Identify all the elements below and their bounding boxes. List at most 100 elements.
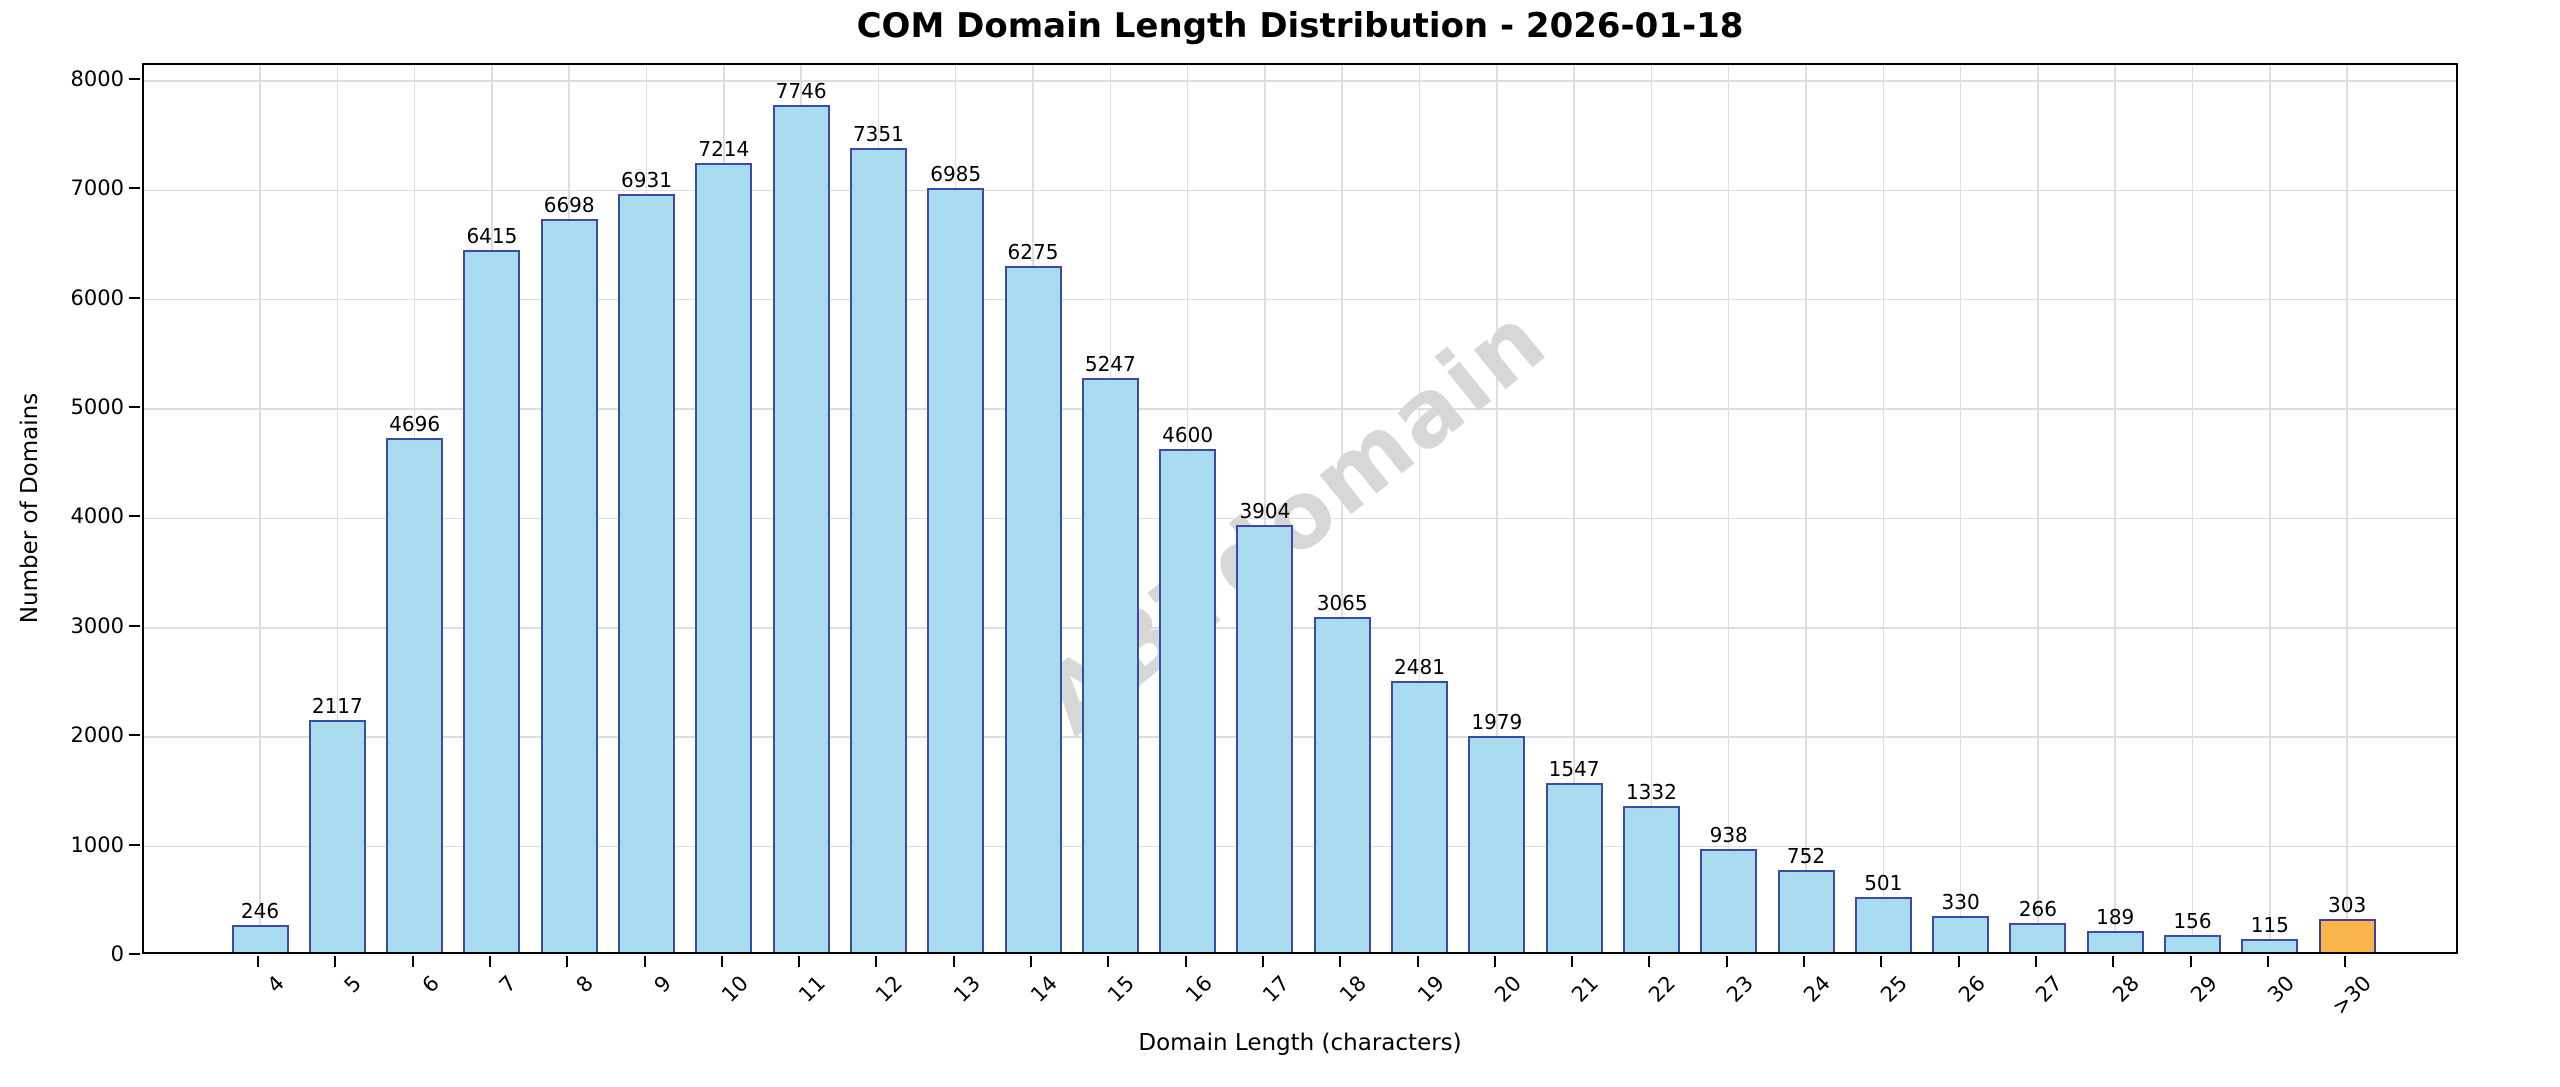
- v-gridline: [1650, 65, 1653, 952]
- bar-value-label: 4600: [1162, 422, 1214, 447]
- bar-value-label: 752: [1786, 843, 1826, 868]
- x-tick-mark: [1648, 956, 1651, 967]
- bar-value-label: 7746: [775, 78, 827, 103]
- x-tick-label-wrap: 23: [1722, 971, 1768, 1007]
- bar: [618, 193, 675, 952]
- bar-value-label: 6275: [1007, 239, 1059, 264]
- x-tick-mark: [720, 956, 723, 967]
- x-tick-label: 25: [1876, 971, 1913, 1007]
- bar: [1932, 915, 1990, 952]
- x-tick-mark: [411, 956, 414, 967]
- x-tick-label: 18: [1335, 971, 1372, 1007]
- x-tick-label-wrap: 24: [1799, 971, 1845, 1007]
- h-gridline: [144, 517, 2456, 520]
- bar-value-label: 7214: [698, 136, 750, 161]
- bar: [1313, 616, 1371, 952]
- v-gridline: [1573, 65, 1575, 952]
- x-tick-label: 27: [2030, 971, 2067, 1007]
- x-tick-mark: [643, 956, 646, 967]
- y-tick-label: 8000: [70, 66, 124, 91]
- bar-value-label: 3065: [1316, 590, 1368, 615]
- x-tick-label-wrap: 30: [2263, 971, 2309, 1007]
- bar-value-label: 6415: [466, 224, 518, 249]
- bar-value-label: 5247: [1084, 352, 1136, 377]
- bar: [1545, 782, 1603, 952]
- bar-value-label: 1332: [1625, 780, 1677, 805]
- bar: [1236, 525, 1294, 952]
- bar-value-label: 938: [1709, 823, 1748, 848]
- x-tick-label: >30: [2327, 971, 2377, 1020]
- bar: [1391, 680, 1448, 952]
- x-tick-mark: [1880, 956, 1883, 967]
- v-gridline: [1264, 65, 1266, 952]
- bar: [540, 219, 598, 952]
- x-tick-label-wrap: 13: [949, 971, 995, 1007]
- h-gridline: [144, 627, 2456, 629]
- y-tick-label: 5000: [70, 395, 124, 420]
- bar-value-label: 303: [2328, 892, 2367, 917]
- bar: [308, 720, 366, 952]
- x-tick-label: 24: [1799, 971, 1835, 1007]
- bar-value-label: 189: [2096, 905, 2135, 930]
- v-gridline: [1727, 65, 1730, 952]
- y-tick-label: 4000: [70, 504, 124, 529]
- x-tick-mark: [1957, 956, 1960, 967]
- x-tick-label: 16: [1180, 971, 1217, 1007]
- x-tick-mark: [2266, 956, 2269, 967]
- x-tick-mark: [334, 956, 337, 967]
- y-tick-mark: [129, 734, 140, 737]
- v-gridline: [1805, 65, 1807, 952]
- x-tick-mark: [1416, 956, 1419, 967]
- x-tick-label: 20: [1489, 971, 1526, 1007]
- bar: [695, 162, 753, 952]
- y-tick-mark: [129, 843, 140, 846]
- bar: [1854, 897, 1912, 952]
- x-tick-mark: [1261, 956, 1264, 967]
- bar-value-label: 6985: [930, 161, 982, 186]
- x-tick-mark: [2189, 956, 2192, 967]
- bar-value-label: 246: [240, 899, 280, 924]
- bar: [1004, 265, 1062, 952]
- bar-value-label: 156: [2173, 908, 2212, 933]
- bar: [1468, 735, 1526, 952]
- x-tick-label-wrap: 19: [1413, 971, 1459, 1007]
- bar: [2086, 931, 2144, 952]
- x-tick-label-wrap: 7: [494, 971, 520, 997]
- x-tick-label-wrap: 6: [417, 971, 443, 997]
- x-tick-label: 11: [794, 971, 831, 1007]
- v-gridline: [2037, 65, 2039, 952]
- chart-title: COM Domain Length Distribution - 2026-01…: [856, 6, 1744, 46]
- x-tick-mark: [1339, 956, 1342, 967]
- y-tick-mark: [129, 515, 140, 518]
- bar: [1700, 849, 1758, 952]
- x-tick-label: 29: [2185, 971, 2222, 1007]
- x-tick-label: 17: [1257, 971, 1294, 1007]
- x-tick-label-wrap: 8: [572, 971, 598, 997]
- bar-value-label: 6931: [621, 167, 672, 192]
- bar-value-label: 330: [1941, 889, 1980, 914]
- bar-value-label: 1547: [1548, 756, 1600, 781]
- x-tick-label-wrap: 9: [649, 971, 675, 997]
- x-tick-label-wrap: 10: [717, 971, 763, 1007]
- y-tick-mark: [129, 406, 140, 409]
- x-tick-mark: [566, 956, 569, 967]
- x-tick-mark: [952, 956, 955, 967]
- x-tick-mark: [488, 956, 491, 967]
- bar: [849, 147, 907, 952]
- x-tick-label: 7: [494, 971, 521, 998]
- bar: [1622, 806, 1680, 952]
- bar: [2164, 934, 2221, 952]
- bar-value-label: 1979: [1471, 709, 1523, 734]
- x-tick-mark: [1803, 956, 1805, 967]
- x-tick-label-wrap: 11: [794, 971, 840, 1007]
- bar: [386, 438, 444, 952]
- v-gridline: [2269, 65, 2271, 952]
- x-tick-mark: [1030, 956, 1032, 967]
- bar: [772, 104, 830, 952]
- y-tick-label: 1000: [70, 832, 124, 857]
- x-tick-mark: [1725, 956, 1728, 967]
- y-tick-label: 6000: [70, 285, 124, 310]
- y-tick-label: 0: [110, 942, 124, 966]
- x-tick-mark: [1184, 956, 1187, 967]
- x-tick-mark: [1107, 956, 1110, 967]
